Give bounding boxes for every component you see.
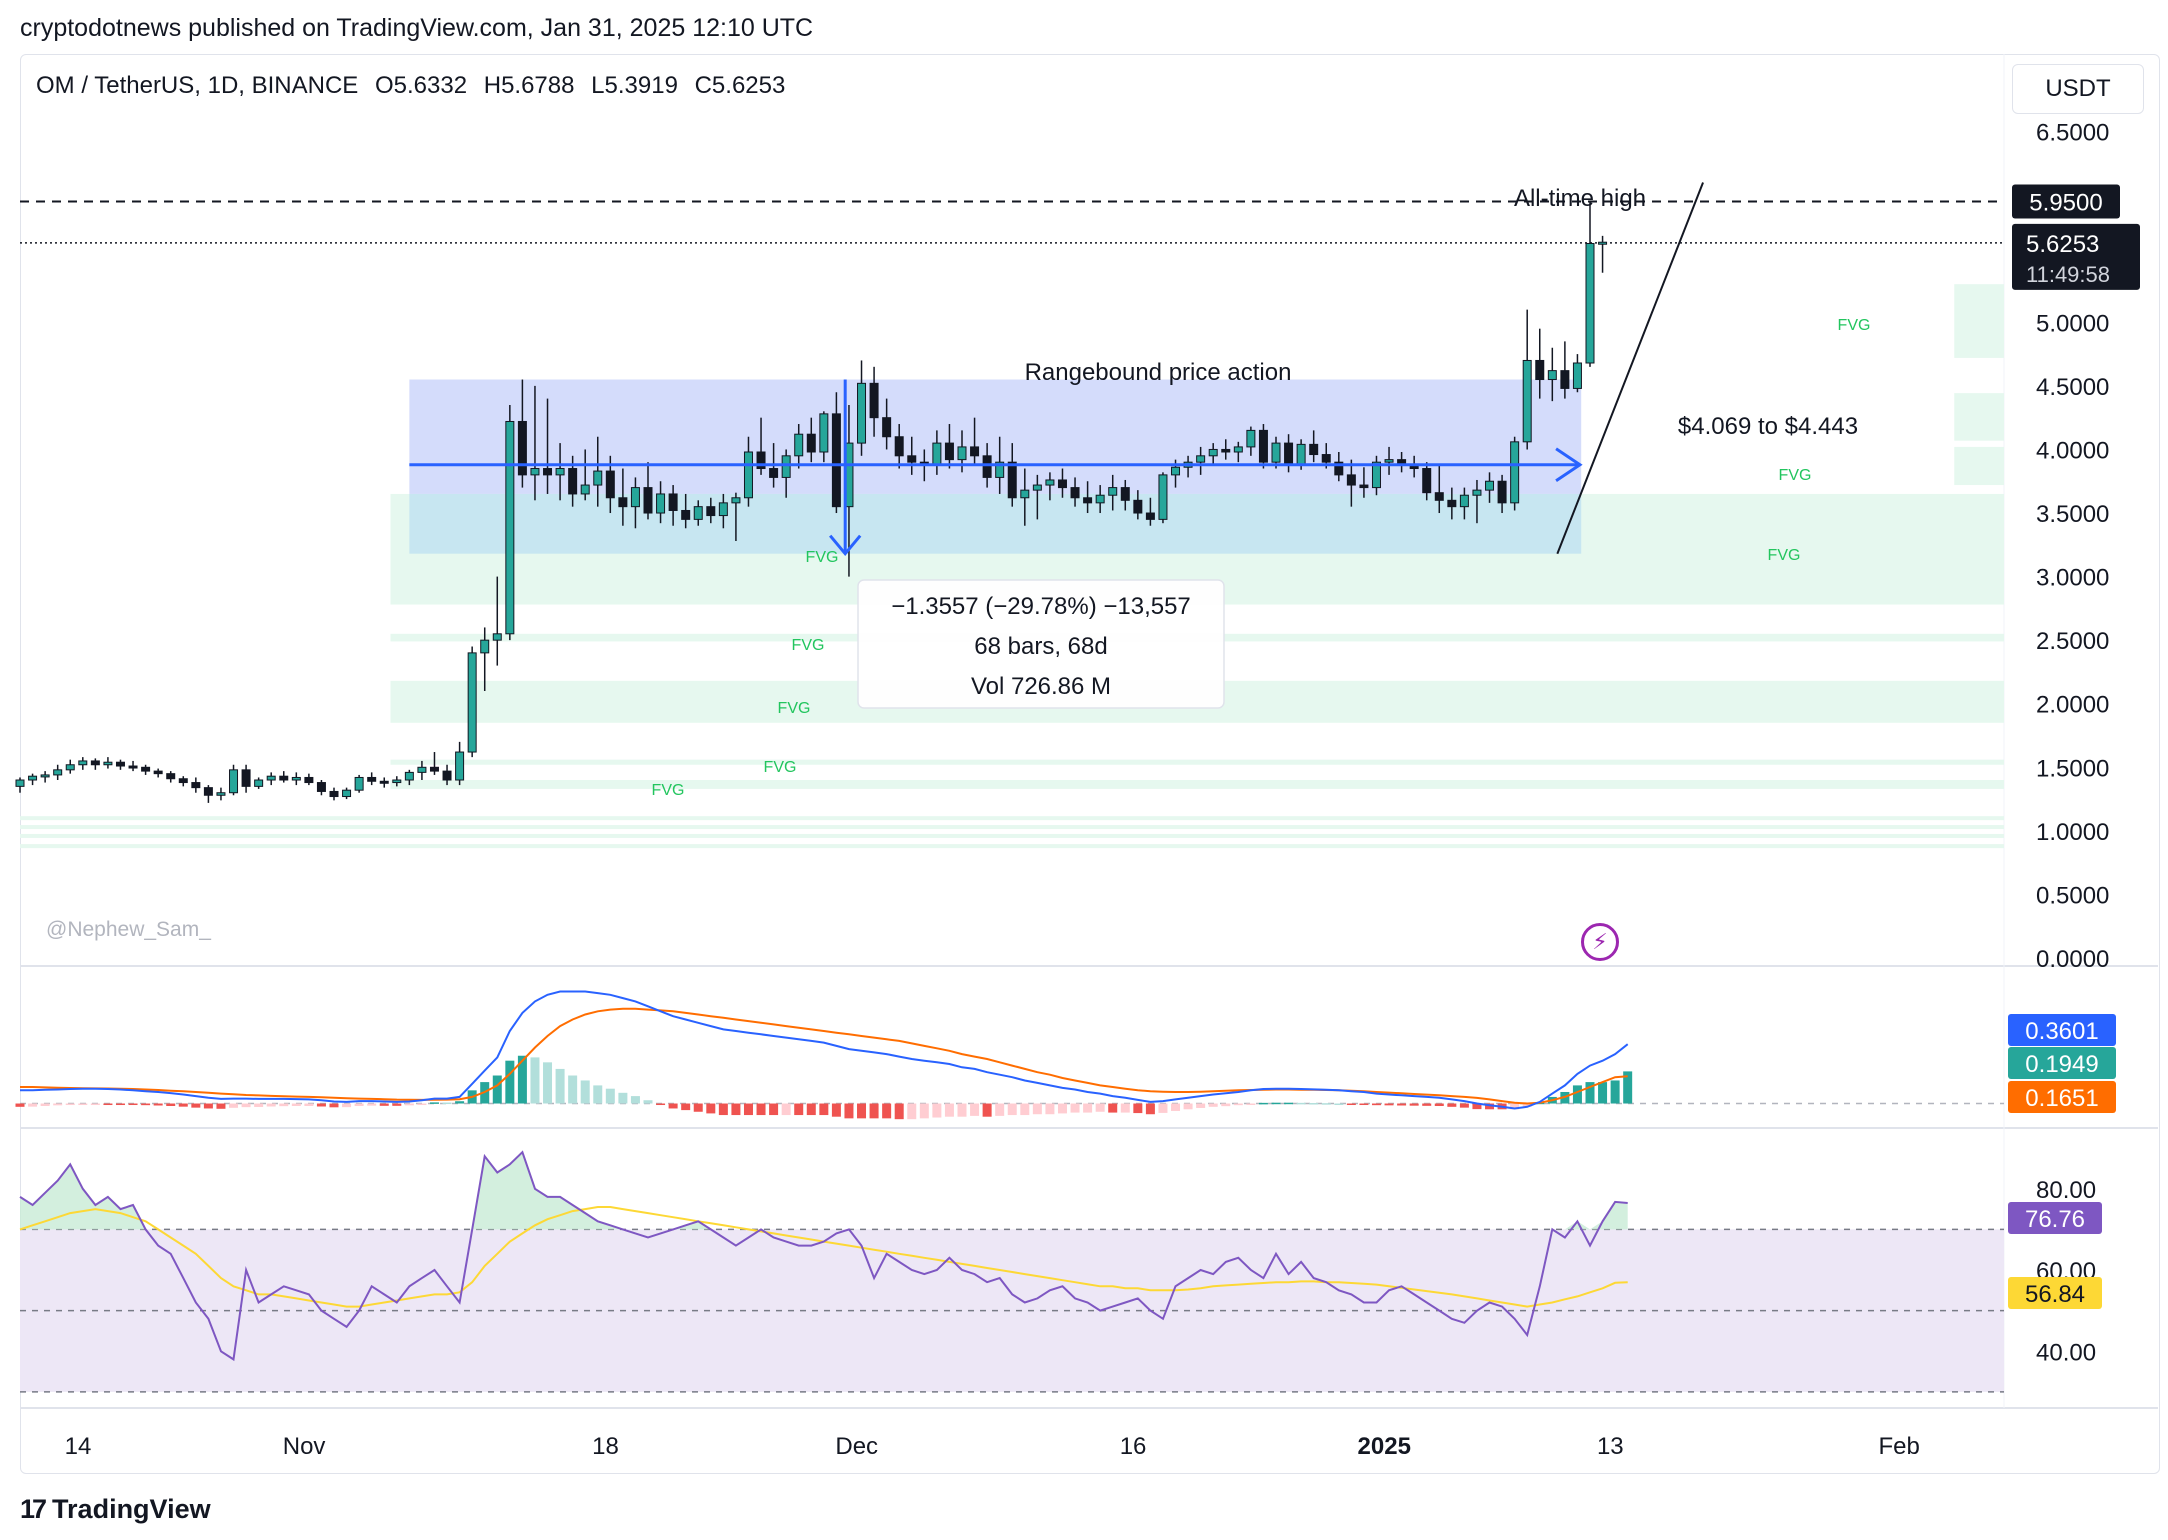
publisher-header: cryptodotnews published on TradingView.c… [20, 14, 814, 42]
lightning-icon[interactable]: ⚡ [1581, 923, 1619, 961]
chart-frame [20, 54, 2160, 1474]
open-value: O5.6332 [374, 72, 468, 99]
high-value: H5.6788 [483, 72, 575, 99]
author-watermark: @Nephew_Sam_ [46, 918, 211, 941]
close-value: C5.6253 [694, 72, 786, 99]
symbol-name[interactable]: OM / TetherUS, 1D, BINANCE [36, 72, 359, 99]
symbol-legend[interactable]: OM / TetherUS, 1D, BINANCE O5.6332 H5.67… [36, 72, 785, 100]
brand-name: TradingView [52, 1494, 211, 1524]
low-value: L5.3919 [591, 72, 678, 99]
currency-button[interactable]: USDT [2012, 64, 2144, 114]
tradingview-logo-icon: 17 [20, 1494, 47, 1524]
tradingview-logo[interactable]: 17 TradingView [20, 1494, 211, 1525]
